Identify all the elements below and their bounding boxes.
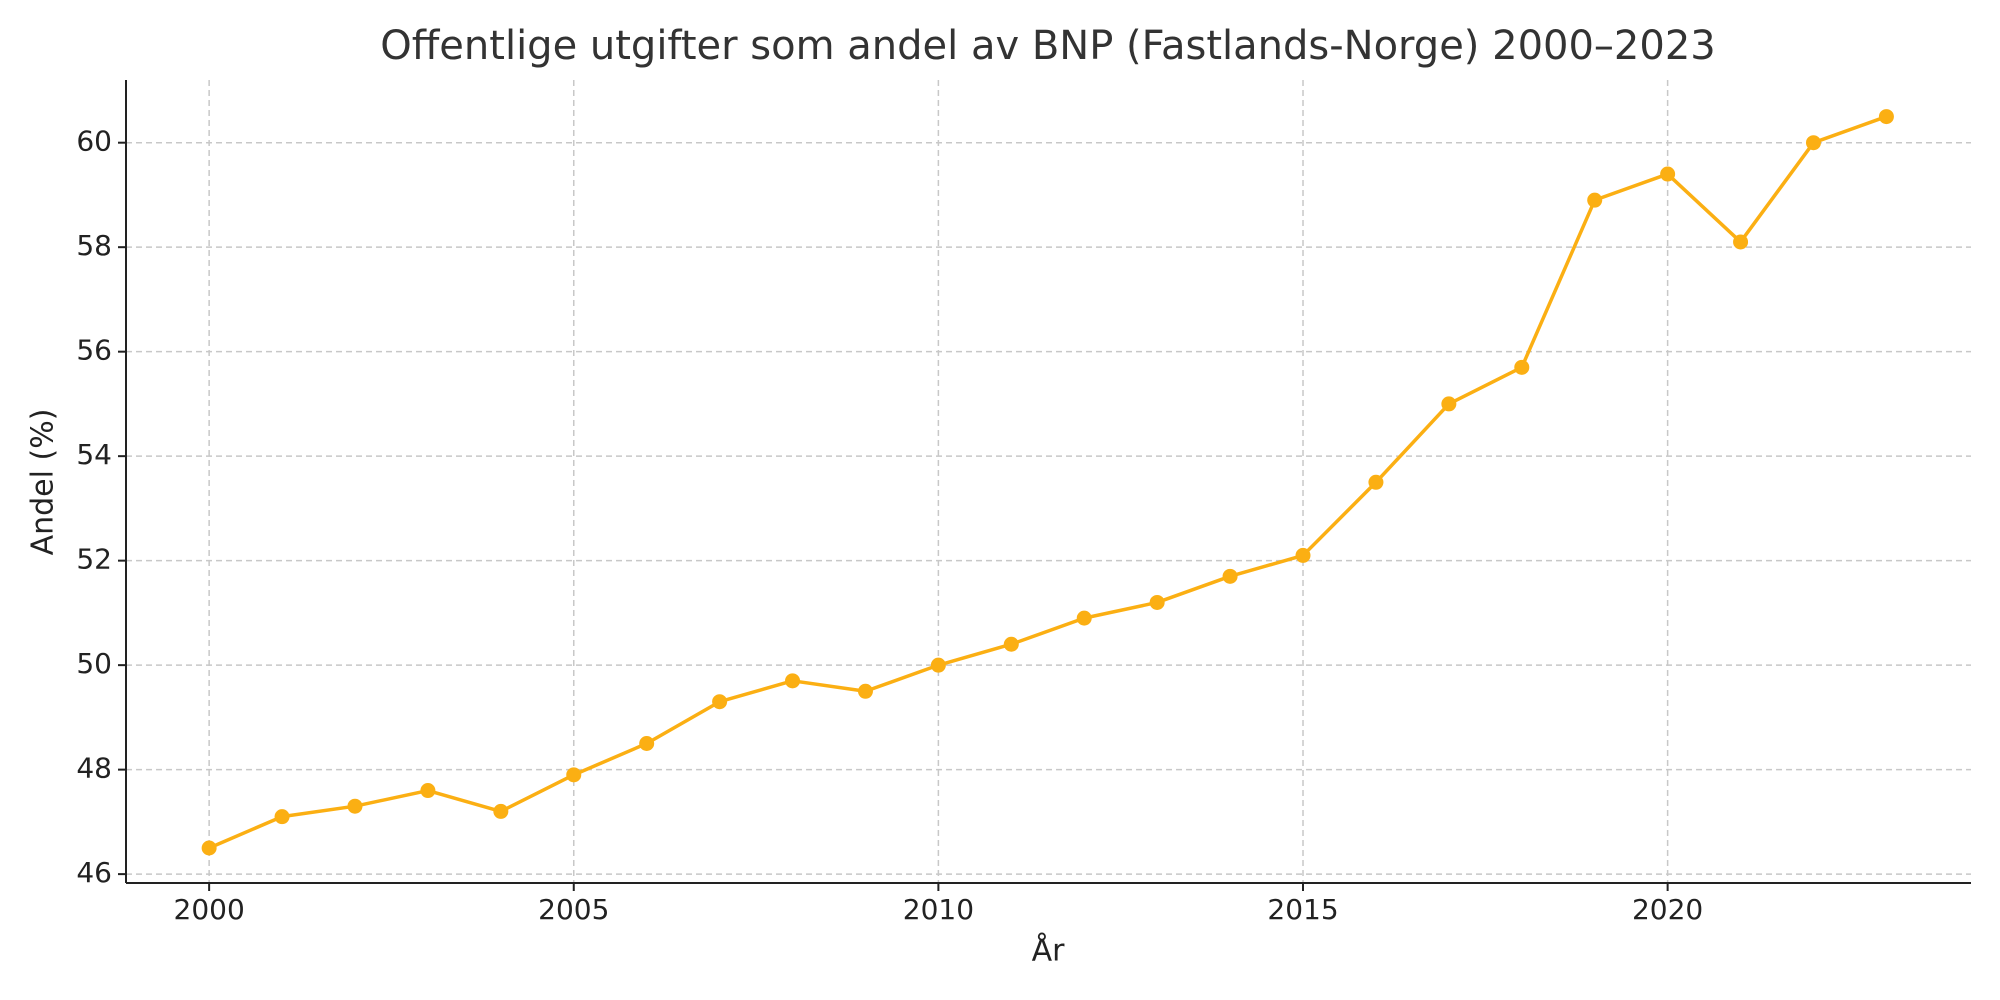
y-tick-label: 56 bbox=[76, 334, 112, 367]
y-axis-label: Andel (%) bbox=[26, 409, 61, 556]
data-point bbox=[785, 673, 801, 689]
chart-title: Offentlige utgifter som andel av BNP (Fa… bbox=[380, 23, 1715, 69]
data-point bbox=[1368, 474, 1384, 490]
data-point bbox=[1222, 568, 1238, 584]
data-point bbox=[1587, 192, 1603, 208]
x-tick-label: 2010 bbox=[903, 893, 974, 926]
data-point bbox=[1514, 359, 1530, 375]
y-tick-label: 54 bbox=[76, 438, 112, 471]
data-point bbox=[1878, 109, 1894, 125]
data-point bbox=[1295, 547, 1311, 563]
x-tick-label: 2000 bbox=[174, 893, 245, 926]
x-axis-label: År bbox=[1032, 933, 1066, 969]
y-tick-label: 50 bbox=[76, 647, 112, 680]
data-point bbox=[1733, 234, 1749, 250]
data-point bbox=[1003, 636, 1019, 652]
data-point bbox=[1805, 135, 1821, 151]
data-point bbox=[347, 798, 363, 814]
y-tick-label: 60 bbox=[76, 125, 112, 158]
data-point bbox=[930, 657, 946, 673]
x-tick-label: 2005 bbox=[538, 893, 609, 926]
data-point bbox=[1441, 396, 1457, 412]
y-tick-label: 48 bbox=[76, 752, 112, 785]
data-point bbox=[566, 767, 582, 783]
data-point bbox=[1076, 610, 1092, 626]
y-tick-label: 46 bbox=[76, 856, 112, 889]
x-tick-label: 2015 bbox=[1267, 893, 1338, 926]
data-point bbox=[857, 683, 873, 699]
data-point bbox=[420, 783, 436, 799]
data-point bbox=[201, 840, 217, 856]
y-tick-label: 58 bbox=[76, 229, 112, 262]
data-point bbox=[274, 809, 290, 825]
data-point bbox=[1660, 166, 1676, 182]
data-point bbox=[712, 694, 728, 710]
data-point bbox=[1149, 594, 1165, 610]
data-line bbox=[208, 114, 1888, 850]
data-point bbox=[639, 736, 655, 752]
data-point bbox=[493, 803, 509, 819]
x-tick-label: 2020 bbox=[1632, 893, 1703, 926]
y-tick-label: 52 bbox=[76, 543, 112, 576]
